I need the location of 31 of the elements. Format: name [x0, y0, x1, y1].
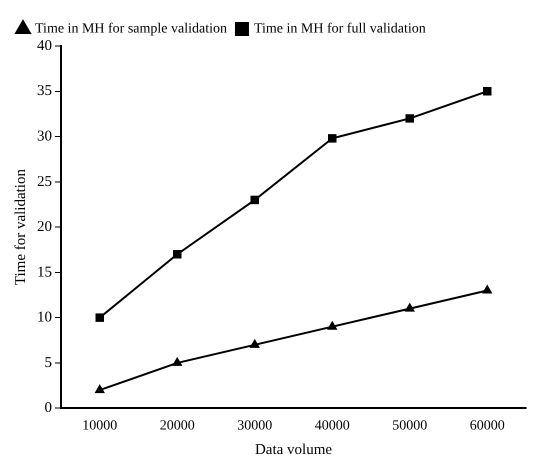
y-tick-label: 25 — [37, 174, 52, 190]
x-tick-label: 40000 — [314, 418, 350, 434]
point — [172, 356, 182, 366]
point — [250, 338, 260, 348]
point — [94, 384, 105, 394]
x-tick-label: 60000 — [470, 418, 505, 434]
x-tick-label: 20000 — [160, 418, 195, 434]
point — [406, 114, 414, 123]
x-tick-label: 30000 — [237, 418, 272, 434]
y-tick-label: 0 — [44, 400, 52, 416]
y-tick-label: 40 — [37, 38, 52, 54]
point — [250, 196, 259, 204]
point — [96, 313, 104, 322]
y-tick-label: 5 — [44, 354, 52, 371]
y-tick-label: 10 — [37, 310, 52, 326]
y-tick-label: 35 — [37, 83, 52, 100]
y-tick-label: 20 — [37, 219, 52, 236]
point — [483, 87, 492, 96]
y-tick-label: 30 — [37, 128, 52, 144]
x-tick-label: 50000 — [392, 418, 428, 434]
x-tick-label: 10000 — [82, 418, 118, 434]
point — [482, 284, 492, 294]
y-tick-label: 15 — [37, 264, 52, 280]
point — [328, 134, 336, 143]
legend-label: Time in MH for full validation — [254, 22, 426, 37]
point — [173, 250, 182, 259]
x-axis-title: Data volume — [254, 442, 332, 458]
legend-label: Time in MH for sample validation — [35, 22, 227, 37]
point — [327, 320, 338, 330]
point — [404, 302, 415, 312]
y-axis-title: Time for validation — [12, 168, 29, 286]
